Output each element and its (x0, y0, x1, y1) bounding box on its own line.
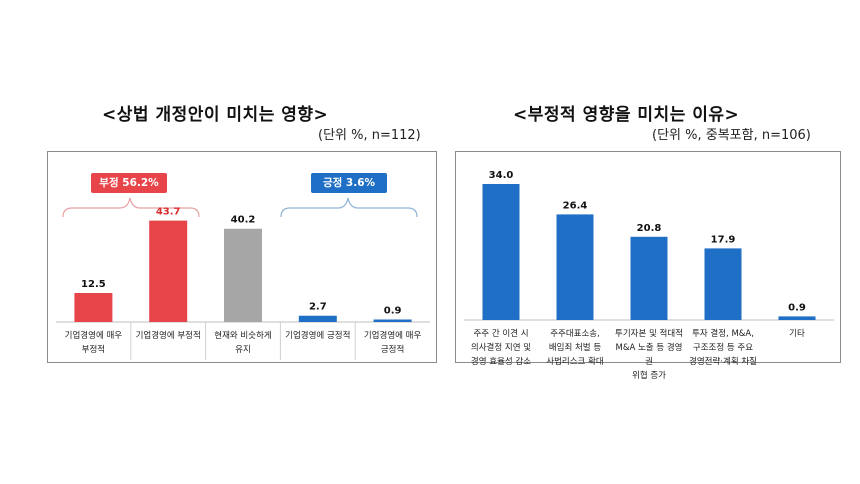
left-bar-4 (298, 315, 337, 322)
right-category-label-5: 기타 (789, 329, 805, 339)
left-value-label-1: 12.5 (81, 279, 106, 290)
right-category-label-4: 투자 결정, M&A, 구조조정 등 주요 경영전략·계획 차질 (689, 329, 757, 367)
right-category-label-1: 주주 간 이견 시 의사결정 지연 및 경영 효율성 감소 (470, 329, 532, 367)
right-category-label-2: 주주대표소송, 배임죄 처벌 등 사법리스크 확대 (546, 329, 604, 367)
right-chart-unit: (단위 %, 중복포함, n=106) (652, 128, 811, 143)
left-bar-3 (224, 228, 262, 322)
right-value-label-3: 20.8 (637, 223, 662, 234)
left-category-label-4: 기업경영에 긍정적 (285, 331, 351, 341)
right-bar-2 (556, 214, 594, 320)
positive-group-bracket (280, 197, 418, 218)
left-chart-title: <상법 개정안이 미치는 영향> (102, 105, 329, 125)
right-value-label-1: 34.0 (489, 170, 514, 181)
left-value-label-2: 43.7 (156, 207, 181, 218)
left-bar-chart: 12.5 43.7 40.2 2.7 0.9 (56, 197, 430, 360)
left-chart-frame: 부정 56.2% 긍정 3.6% 12.5 43.7 40.2 2.7 0.9 기업경영… (47, 151, 437, 363)
left-category-label-3: 현재와 비슷하게 유지 (214, 331, 272, 355)
left-bar-2 (149, 220, 188, 322)
right-value-label-2: 26.4 (563, 200, 588, 211)
negative-group-bracket (62, 197, 200, 218)
right-bar-5 (778, 316, 816, 320)
left-value-label-4: 2.7 (309, 302, 327, 313)
left-value-label-3: 40.2 (231, 215, 256, 226)
left-bar-5 (373, 319, 412, 322)
right-bar-1 (482, 184, 520, 320)
left-category-label-2: 기업경영에 부정적 (135, 331, 201, 341)
right-value-label-4: 17.9 (711, 234, 736, 245)
right-chart-title: <부정적 영향을 미치는 이유> (513, 105, 740, 125)
left-category-label-1: 기업경영에 매우 부정적 (64, 331, 123, 355)
right-bar-3 (630, 236, 668, 320)
left-chart-unit: (단위 %, n=112) (318, 128, 421, 143)
right-category-label-3: 투기자본 및 적대적 M&A 노출 등 경영권 위협 증가 (615, 329, 683, 381)
left-bar-1 (74, 293, 113, 322)
right-bar-chart: 34.0 26.4 20.8 17.9 0.9 (464, 170, 834, 321)
negative-group-badge: 부정 56.2% (91, 173, 167, 193)
positive-group-badge: 긍정 3.6% (311, 173, 387, 193)
right-value-label-5: 0.9 (788, 302, 806, 313)
right-bar-4 (704, 248, 742, 320)
left-value-label-5: 0.9 (384, 306, 402, 317)
right-chart-frame: 34.0 26.4 20.8 17.9 0.9 주주 간 이견 시 의사결정 지연 및 … (455, 151, 841, 381)
left-category-label-5: 기업경영에 매우 긍정적 (363, 331, 422, 355)
